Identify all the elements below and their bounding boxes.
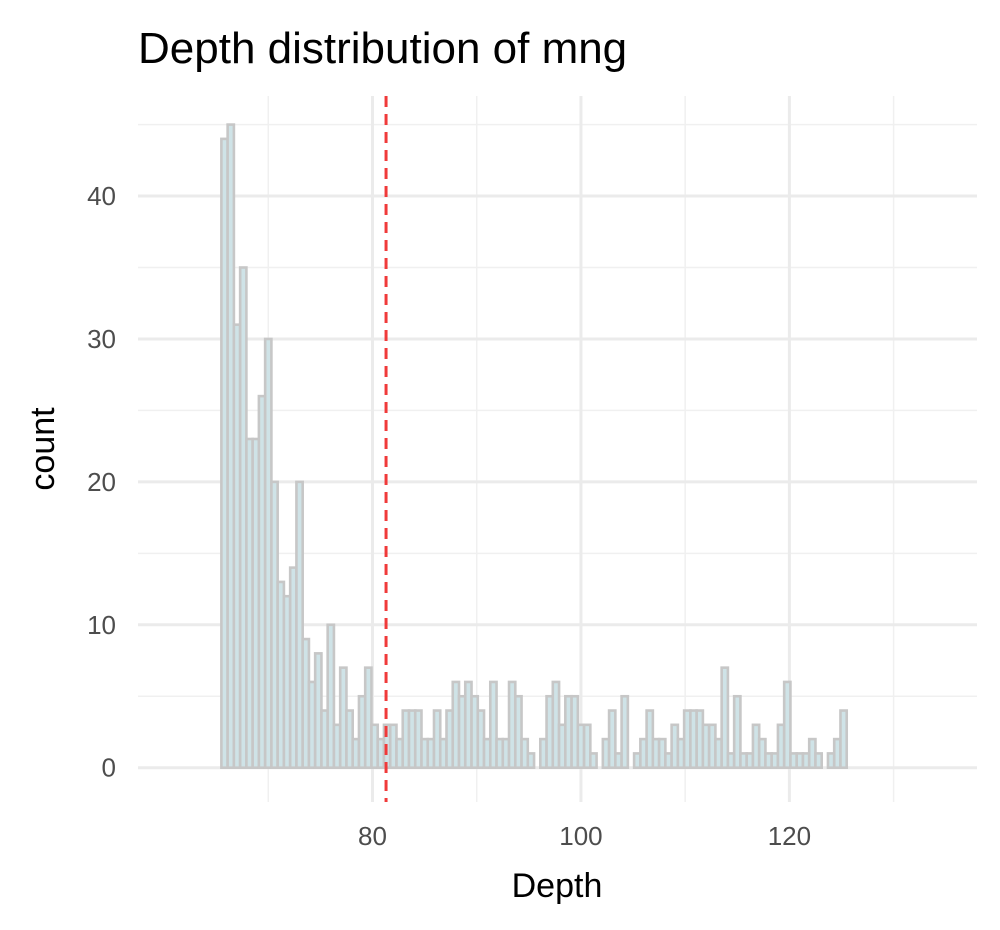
x-tick-label: 120 bbox=[768, 821, 811, 851]
histogram-bar bbox=[526, 752, 536, 770]
histogram-bar bbox=[620, 694, 630, 770]
histogram-bar bbox=[488, 680, 498, 770]
histogram-bar bbox=[513, 694, 523, 770]
y-tick-label: 40 bbox=[87, 181, 116, 211]
y-tick-label: 30 bbox=[87, 324, 116, 354]
chart-title: Depth distribution of mng bbox=[138, 24, 627, 73]
histogram-bar bbox=[814, 752, 824, 770]
histogram-bar bbox=[839, 709, 849, 770]
histogram-bar bbox=[295, 480, 304, 770]
x-tick-label: 100 bbox=[559, 821, 602, 851]
y-axis-title: count bbox=[24, 407, 62, 491]
y-axis-ticks: 0 10 20 30 40 bbox=[87, 181, 116, 783]
histogram-bar bbox=[732, 694, 742, 770]
y-tick-label: 10 bbox=[87, 610, 116, 640]
y-tick-label: 20 bbox=[87, 467, 116, 497]
histogram-bar bbox=[607, 709, 617, 770]
histogram-bars bbox=[220, 123, 849, 770]
x-tick-label: 80 bbox=[358, 821, 387, 851]
x-axis-title: Depth bbox=[512, 867, 603, 905]
histogram-bar bbox=[582, 723, 592, 770]
x-axis-ticks: 80 100 120 bbox=[358, 821, 811, 851]
histogram-bar bbox=[782, 680, 792, 770]
histogram-bar bbox=[589, 752, 598, 770]
y-tick-label: 0 bbox=[102, 753, 116, 783]
histogram-bar bbox=[363, 666, 373, 770]
histogram-bar bbox=[720, 666, 730, 770]
histogram-bar bbox=[326, 623, 336, 770]
